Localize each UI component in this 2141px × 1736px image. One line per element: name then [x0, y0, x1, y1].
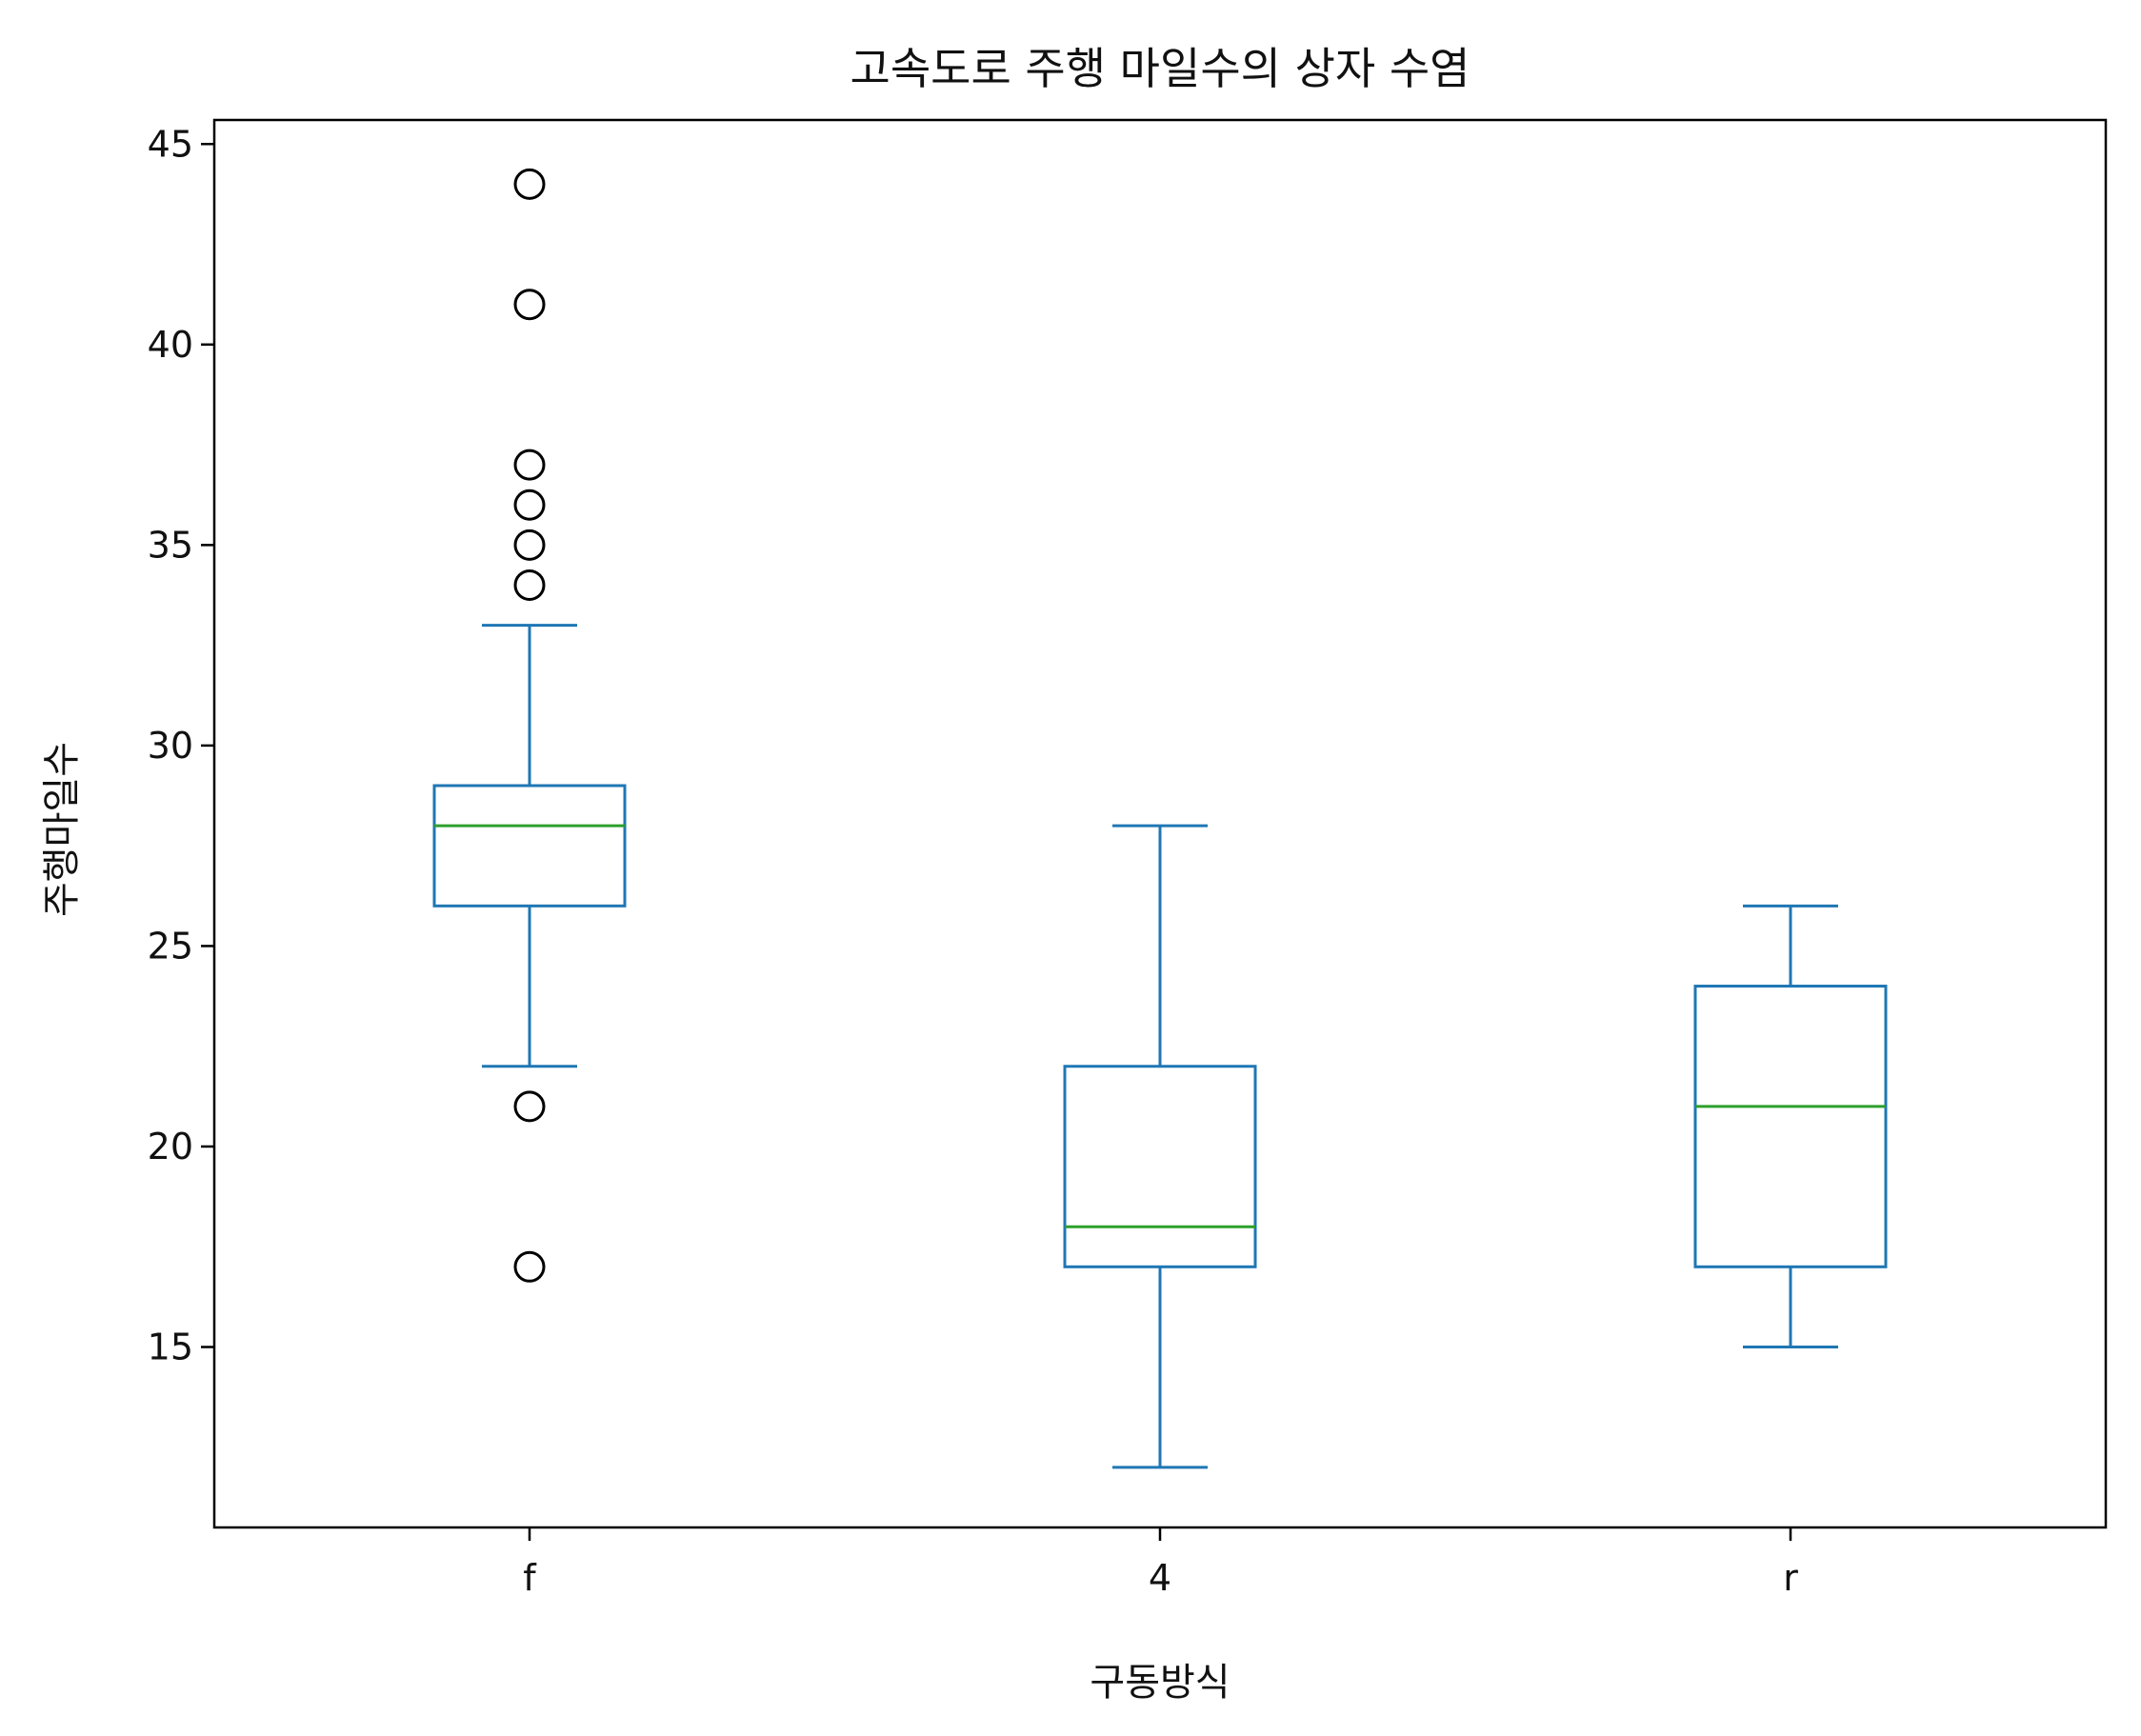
- chart-title: 고속도로 주행 마일수의 상자 수염: [850, 43, 1471, 94]
- outlier-point: [513, 529, 546, 561]
- plot-area: 15 20 25 30 35 40 45 f 4 r: [148, 123, 1888, 1599]
- y-axis-label: 주행마일수: [40, 742, 84, 917]
- iqr-box: [1693, 985, 1888, 1268]
- x-axis-label: 구동방식: [1090, 1661, 1230, 1705]
- iqr-box: [432, 784, 627, 908]
- outlier-point: [513, 449, 546, 481]
- y-tick-label: 20: [148, 1126, 193, 1167]
- y-tick-label: 30: [148, 725, 193, 767]
- outlier-point: [513, 1250, 546, 1283]
- iqr-box: [1063, 1065, 1257, 1268]
- y-tick-label: 15: [148, 1327, 193, 1368]
- x-tick-label: f: [523, 1557, 537, 1599]
- y-tick-label: 40: [148, 324, 193, 366]
- y-tick-label: 35: [148, 524, 193, 566]
- y-tick-label: 45: [148, 123, 193, 165]
- x-tick-label: r: [1783, 1557, 1798, 1599]
- outlier-point: [513, 168, 546, 200]
- outlier-point: [513, 289, 546, 321]
- y-tick-label: 25: [148, 925, 193, 967]
- axes-frame: [212, 118, 2108, 1529]
- outlier-point: [513, 569, 546, 601]
- x-tick-label: 4: [1149, 1557, 1171, 1599]
- outlier-point: [513, 489, 546, 521]
- outlier-point: [513, 1090, 546, 1123]
